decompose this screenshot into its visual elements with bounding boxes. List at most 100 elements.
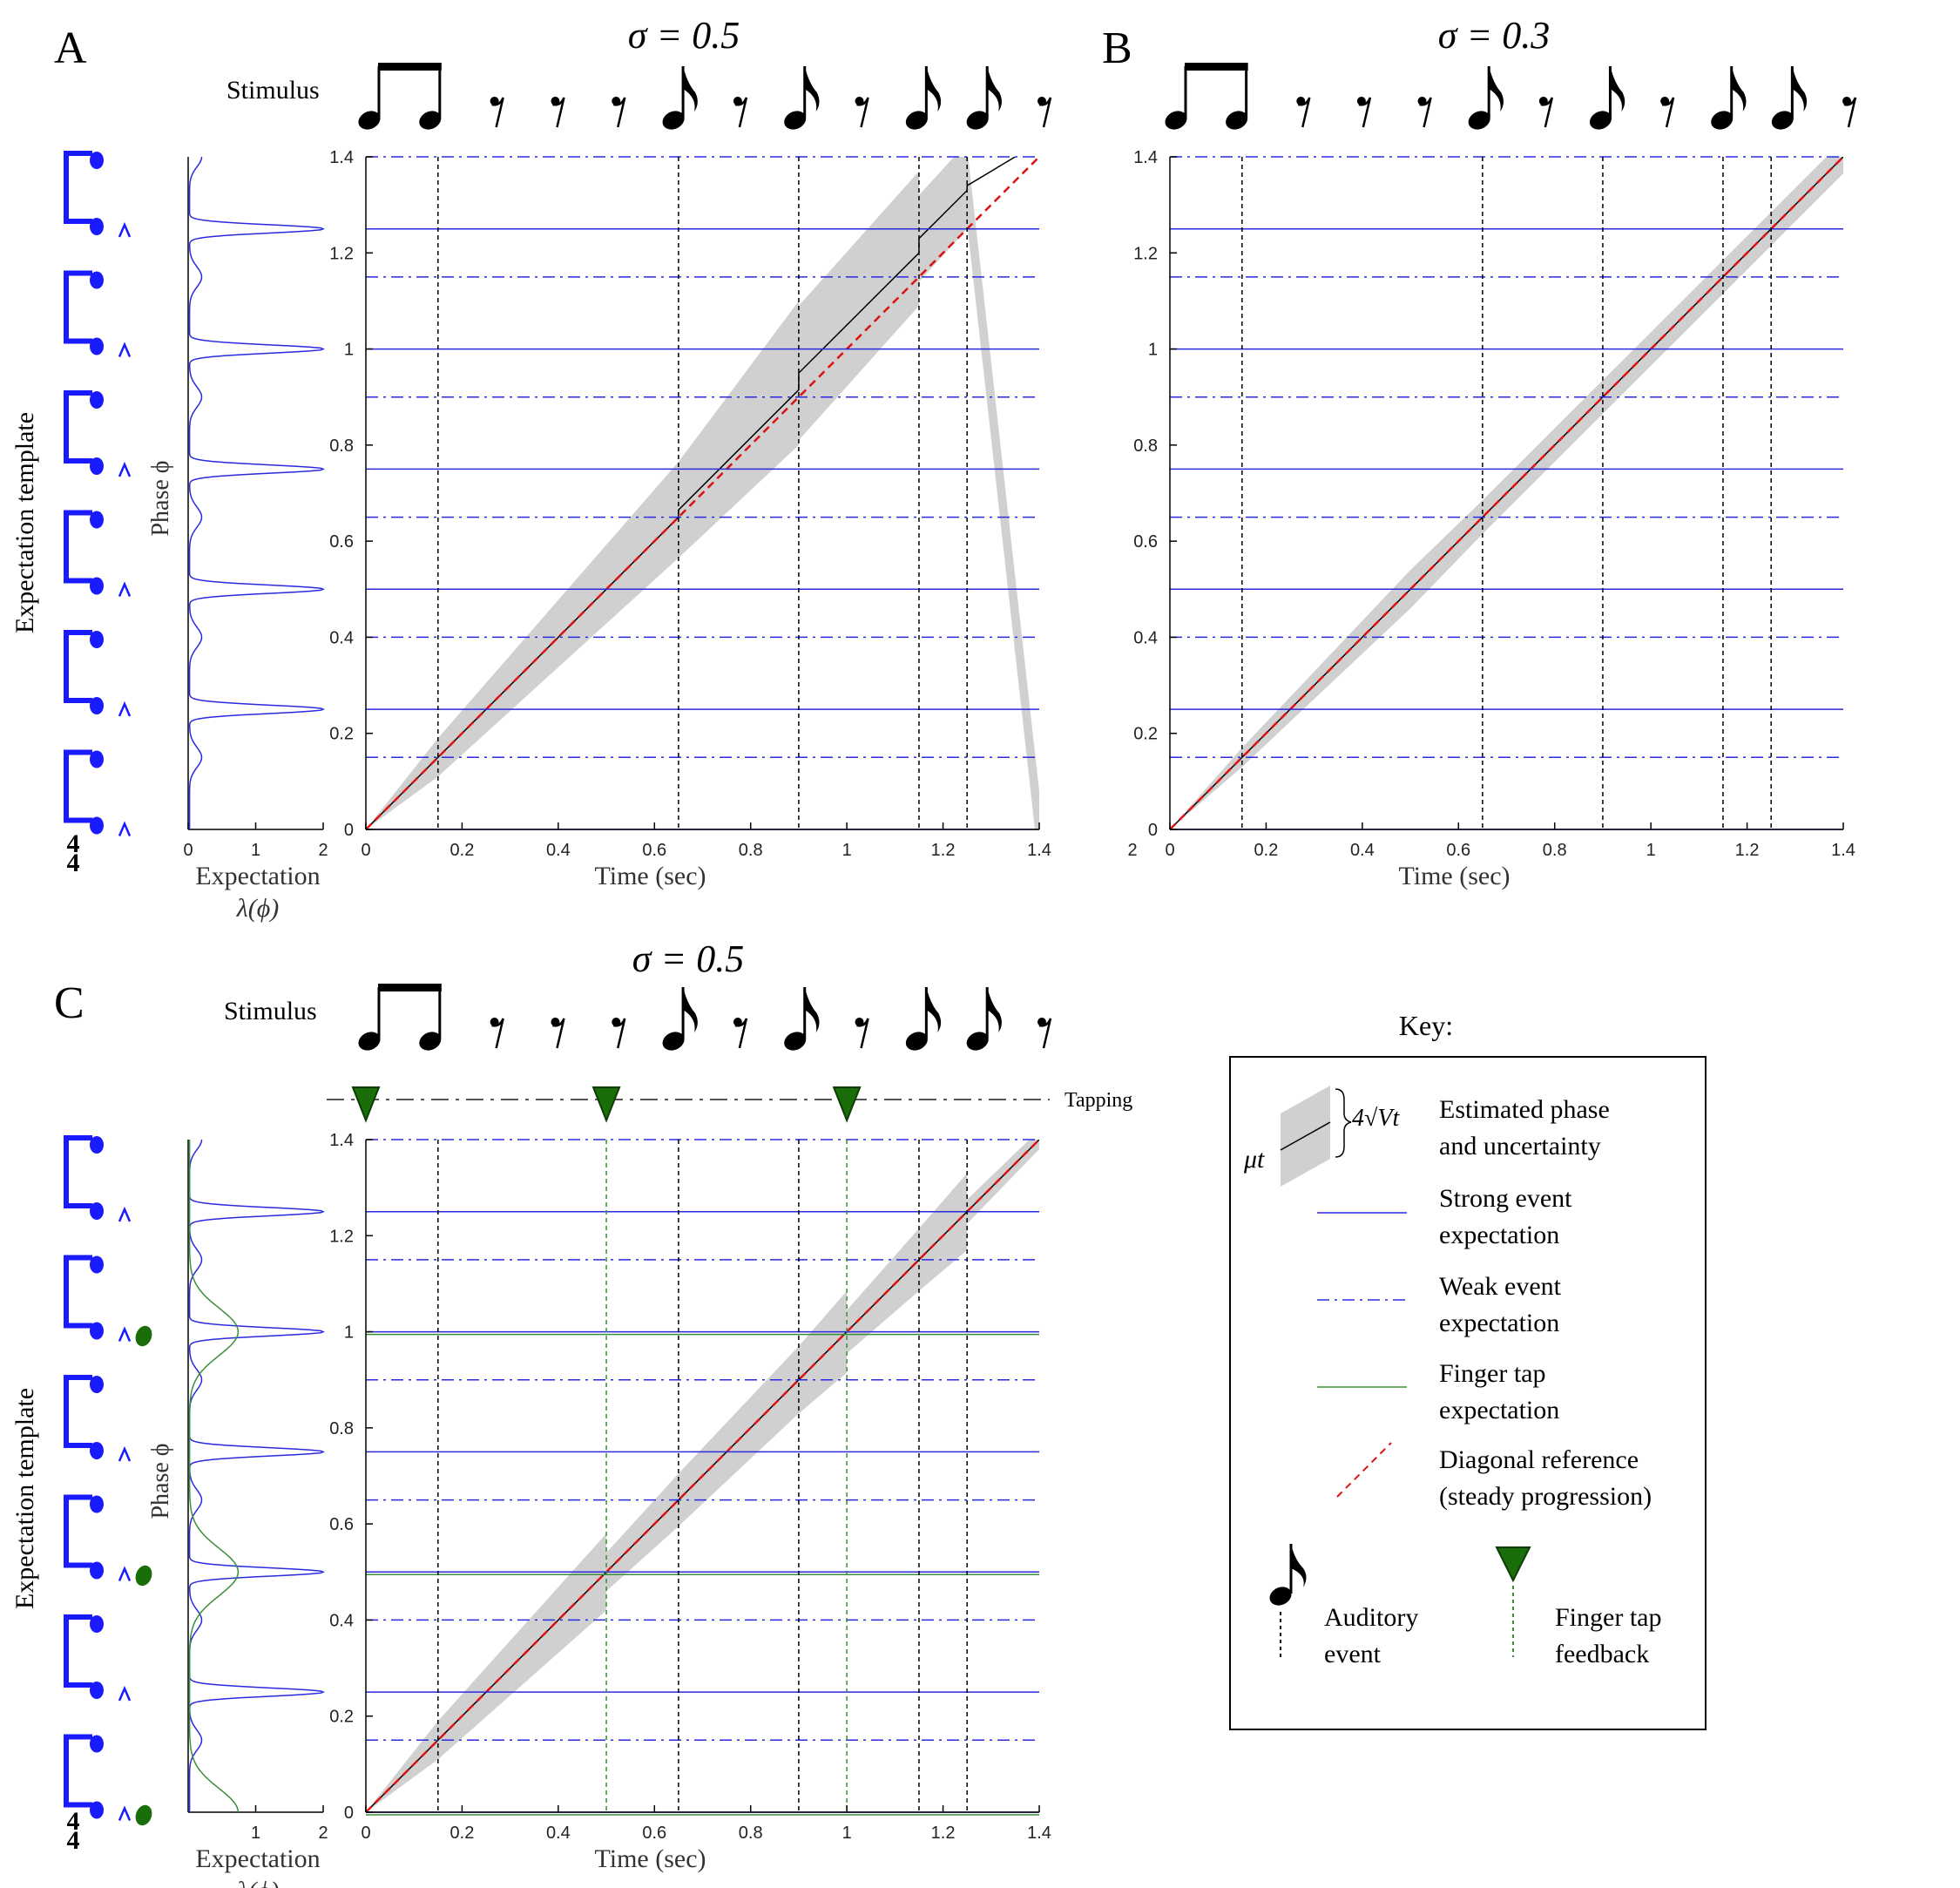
svg-text:4: 4 [67, 1807, 80, 1836]
accent-icon [118, 1326, 132, 1342]
y-tick-label: 1 [344, 341, 354, 360]
svg-text:and uncertainty: and uncertainty [1439, 1132, 1601, 1161]
eighth-note-icon [784, 987, 820, 1051]
phase-plot-c: 0 0.2 0.4 0.6 0.8 1 1.2 1.4 0 0.2 0.4 0.6 0.8 1 1.2 1.4… [329, 1131, 1051, 1873]
svg-text:4: 4 [67, 849, 80, 877]
eighth-rest-icon [733, 97, 748, 128]
expectation-x-tick-label: 1 [251, 841, 260, 860]
y-tick-label: 0.8 [1133, 436, 1158, 456]
key-legend: Key: μt 4√Vt Estimated phase and uncerta… [1229, 1010, 1707, 1730]
x-tick-label: 0.2 [450, 1824, 475, 1843]
y-tick-label: 0 [344, 1803, 354, 1823]
svg-text:4: 4 [67, 829, 80, 858]
key-diagonal: Diagonal reference (steady progression) [1336, 1442, 1652, 1511]
x-tick-label: 1.2 [1735, 841, 1760, 860]
notehead-top [90, 1136, 104, 1154]
notehead-bottom [90, 1202, 104, 1220]
notehead-top [90, 1376, 104, 1393]
eighth-rest-icon [855, 97, 869, 128]
notehead-bottom [90, 577, 104, 595]
svg-text:(steady progression): (steady progression) [1439, 1482, 1652, 1511]
svg-text:expectation: expectation [1439, 1396, 1559, 1424]
x-tick-label: 1.4 [1027, 841, 1051, 860]
phase-plot-b: 0 0.2 0.4 0.6 0.8 1 1.2 1.4 0 0.2 0.4 0.6 0.8 1 1.2 1.4… [1127, 148, 1855, 890]
stimulus-row-a [358, 63, 1052, 130]
x-tick-label: 0 [361, 1824, 370, 1843]
key-auditory: Auditory event [1269, 1544, 1418, 1668]
bracket [64, 1734, 92, 1808]
notehead-bottom [90, 218, 104, 235]
accent-icon [118, 581, 132, 597]
x-tick-label: 1 [842, 1824, 852, 1843]
bracket [64, 749, 92, 823]
notehead-bottom [90, 816, 104, 835]
expectation-curve [188, 156, 325, 829]
key-weak: Weak event expectation [1317, 1272, 1562, 1337]
expectation-x-tick-label: 2 [318, 841, 328, 860]
key-estimated: μt 4√Vt Estimated phase and uncertainty [1243, 1086, 1610, 1187]
y-tick-label: 1.4 [329, 148, 354, 167]
panel-title-c: σ = 0.5 [632, 937, 744, 980]
eighth-note-icon [784, 66, 820, 130]
expectation-ylabel: Phase ϕ [147, 460, 174, 536]
beamed-eighth-pair-icon [1165, 63, 1248, 130]
eighth-rest-icon [612, 1018, 626, 1049]
y-tick-label: 1.2 [329, 1227, 354, 1246]
accent-icon [118, 1566, 132, 1581]
eighth-rest-icon [1356, 97, 1372, 128]
diagonal-reference-line [366, 157, 1039, 829]
diagonal-reference-line [1170, 157, 1843, 829]
diagonal-reference-line [366, 1140, 1039, 1812]
notehead-top [90, 1735, 104, 1753]
plot-area [366, 157, 1039, 829]
svg-text:expectation: expectation [1439, 1221, 1559, 1249]
template-beat-glyph [64, 630, 132, 717]
bracket [64, 390, 92, 464]
expectation-xlabel: Expectation [195, 862, 320, 890]
y-tick-label: 0.6 [329, 1515, 354, 1534]
svg-text:feedback: feedback [1555, 1640, 1649, 1668]
tapping-row: Tapping [327, 1086, 1132, 1123]
x-tick-label: 2 [1127, 841, 1137, 860]
eighth-rest-icon [490, 97, 504, 128]
y-tick-label: 0.2 [329, 725, 354, 744]
x-tick-label: 1.4 [1831, 841, 1855, 860]
eighth-rest-icon [612, 97, 626, 128]
y-tick-label: 0.6 [1133, 532, 1158, 552]
eighth-note-icon [966, 987, 1002, 1051]
y-tick-label: 0.2 [1133, 725, 1158, 744]
x-tick-label: 0.2 [450, 841, 475, 860]
y-tick-label: 0.2 [329, 1708, 354, 1727]
bracket [64, 270, 92, 344]
panel-title-b: σ = 0.3 [1438, 14, 1550, 57]
eighth-rest-icon [855, 1018, 869, 1049]
eighth-rest-icon [490, 1018, 504, 1049]
expectation-xlabel-2: λ(ϕ) [236, 1877, 280, 1888]
y-tick-label: 0 [344, 821, 354, 840]
key-strong: Strong event expectation [1317, 1184, 1572, 1249]
eighth-note-icon [1269, 1544, 1307, 1606]
eighth-note-icon [1468, 66, 1504, 130]
time-signature-a: 4 4 [67, 829, 80, 877]
x-axis-label: Time (sec) [594, 1844, 706, 1873]
key-title: Key: [1399, 1010, 1453, 1041]
phase-plot-a: 0 0.2 0.4 0.6 0.8 1 1.2 1.4 0 0.2 0.4 0.6 0.8 1 1.2 1.4… [329, 148, 1051, 890]
panel-letter-a: A [54, 24, 87, 73]
beamed-eighth-pair-icon [358, 984, 442, 1051]
stimulus-row-c [358, 984, 1052, 1051]
template-ylabel-c: Expectation template [10, 1388, 39, 1609]
accent-icon [118, 1206, 132, 1222]
panel-title-a: σ = 0.5 [628, 14, 740, 57]
accent-icon [118, 1805, 132, 1821]
y-tick-label: 1.4 [1133, 148, 1158, 167]
notehead-bottom [90, 697, 104, 714]
eighth-note-icon [1589, 66, 1625, 130]
y-tick-label: 1.2 [329, 244, 354, 263]
x-tick-label: 0.6 [642, 841, 666, 860]
notehead-top [90, 152, 104, 169]
template-beat-glyph [64, 390, 132, 477]
panel-letter-b: B [1102, 24, 1132, 73]
notehead-bottom [90, 1561, 104, 1580]
bracket [64, 1255, 92, 1329]
eighth-note-icon [905, 987, 942, 1051]
